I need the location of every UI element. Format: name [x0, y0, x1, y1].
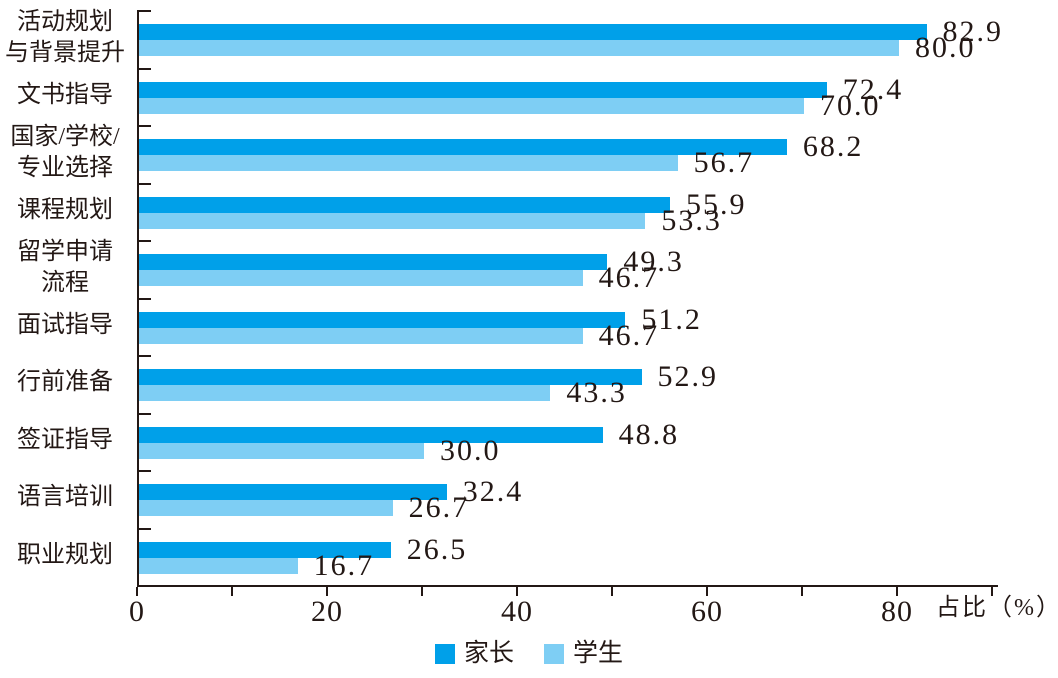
bar-value-label: 30.0 [440, 433, 501, 467]
y-tick [137, 297, 151, 300]
bar-value-label: 56.7 [693, 146, 755, 179]
category-label-line: 与背景提升 [5, 39, 125, 66]
x-tick [991, 587, 993, 596]
x-tick [611, 587, 613, 596]
category-label-line: 职业规划 [17, 541, 113, 568]
category-label: 留学申请 流程 [0, 237, 130, 299]
bar-student [139, 442, 424, 459]
category-label: 面试指导 [0, 310, 130, 341]
bar-value-label: 43.3 [566, 376, 627, 409]
legend-label-parents: 家长 [463, 640, 514, 667]
category-label-line: 专业选择 [17, 154, 113, 181]
category-label: 签证指导 [0, 425, 130, 456]
category-label-line: 签证指导 [17, 426, 113, 453]
bar-value-label: 51.2 [641, 302, 702, 336]
x-tick [896, 587, 898, 596]
bar-value-label: 26.7 [408, 491, 470, 524]
category-label: 语言培训 [0, 482, 130, 513]
y-tick [137, 182, 151, 185]
category-label-line: 活动规划 [17, 8, 113, 35]
bar-parent [139, 484, 447, 500]
bar-parent [139, 311, 626, 328]
bar-value-label: 26.5 [406, 532, 468, 566]
bar-value-label: 16.7 [313, 548, 375, 582]
category-label: 活动规划 与背景提升 [0, 7, 130, 69]
bar-value-label: 46.7 [598, 261, 660, 294]
x-tick-label: 80 [881, 595, 913, 628]
y-tick [137, 10, 151, 12]
y-tick [137, 67, 151, 70]
category-label-line: 文书指导 [17, 81, 113, 108]
bar-parent [139, 426, 603, 443]
x-tick [231, 587, 233, 596]
y-tick [137, 470, 151, 472]
x-tick [706, 587, 708, 596]
bar-student [139, 327, 583, 344]
bar-student [139, 557, 298, 574]
bar-value-label: 46.7 [598, 318, 660, 352]
category-label: 行前准备 [0, 367, 130, 398]
x-tick-label: 0 [129, 595, 145, 628]
legend-item-students: 学生 [544, 641, 623, 666]
legend-item-parents: 家长 [434, 640, 514, 667]
bar-student [139, 270, 583, 286]
bar-parent [139, 139, 787, 155]
x-tick [421, 587, 423, 596]
x-tick-label: 40 [501, 595, 533, 628]
y-tick [137, 412, 151, 415]
category-label-line: 国家/学校/ [10, 123, 120, 150]
bar-value-label: 32.4 [462, 475, 524, 508]
bar-value-label: 48.8 [618, 417, 680, 451]
bar-value-label: 49.3 [623, 245, 684, 278]
category-label: 文书指导 [0, 80, 130, 111]
bar-parent [139, 196, 671, 213]
bar-value-label: 53.3 [661, 203, 722, 237]
x-axis-title: 占比（%） [936, 595, 1058, 621]
category-label: 课程规划 [0, 195, 130, 226]
bar-student [139, 385, 551, 401]
category-label-line: 面试指导 [17, 311, 113, 338]
bar-value-label: 82.9 [942, 15, 1004, 48]
bar-value-label: 72.4 [842, 72, 904, 106]
bar-student [139, 97, 804, 114]
x-tick [326, 587, 328, 596]
category-label-line: 行前准备 [17, 369, 113, 396]
bar-student [139, 212, 646, 229]
bar-value-label: 80.0 [915, 31, 976, 64]
y-tick [137, 240, 151, 242]
bar-value-label: 68.2 [802, 130, 864, 163]
category-label: 国家/学校/专业选择 [0, 122, 130, 184]
bar-parent [139, 24, 927, 40]
legend-swatch-students [544, 643, 564, 664]
bar-student [139, 40, 899, 56]
y-tick [137, 527, 151, 530]
y-tick [137, 125, 151, 127]
x-tick [801, 587, 803, 596]
category-label: 职业规划 [0, 540, 130, 571]
legend-label-students: 学生 [573, 640, 624, 667]
x-tick [136, 587, 138, 596]
x-tick-label: 20 [311, 595, 343, 628]
bar-student [139, 500, 393, 516]
legend: 家长 学生 [0, 641, 1058, 666]
bar-value-label: 55.9 [686, 187, 747, 221]
bar-parent [139, 81, 827, 98]
bar-parent [139, 254, 608, 270]
x-tick [516, 587, 518, 596]
y-tick [137, 355, 151, 357]
bar-parent [139, 369, 642, 385]
x-tick-label: 60 [691, 595, 723, 628]
category-label-line: 课程规划 [17, 196, 113, 223]
bar-parent [139, 541, 391, 558]
category-label-line: 留学申请 [17, 238, 113, 265]
bar-value-label: 70.0 [820, 88, 881, 122]
category-label-line: 流程 [41, 269, 89, 296]
category-label-line: 语言培训 [17, 484, 113, 511]
x-axis-line [137, 585, 998, 587]
bar-student [139, 155, 678, 171]
legend-swatch-parents [434, 643, 455, 664]
bar-value-label: 52.9 [657, 360, 719, 393]
